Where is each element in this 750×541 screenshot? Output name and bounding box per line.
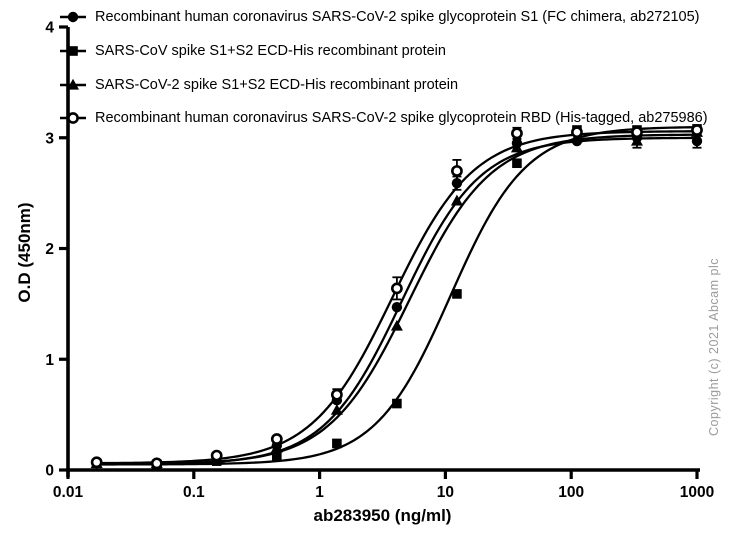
fit-curve-series-0 — [96, 136, 698, 466]
data-point-marker-open-circle — [270, 433, 283, 445]
data-point-marker-triangle — [390, 319, 403, 331]
y-tick-label: 3 — [45, 130, 54, 147]
data-point-marker-open-circle — [631, 126, 643, 139]
data-point-marker-circle — [451, 177, 463, 189]
x-tick-label: 0.1 — [183, 484, 205, 501]
data-point-marker-square — [452, 289, 462, 299]
data-point-marker-triangle — [630, 134, 643, 146]
legend-item-label: SARS-CoV spike S1+S2 ECD-His recombinant… — [95, 43, 446, 59]
circle-open-icon — [60, 112, 86, 124]
data-point-marker-circle — [67, 11, 79, 23]
copyright-watermark: Copyright (c) 2021 Abcam plc — [707, 258, 721, 436]
data-point-marker-triangle — [450, 194, 463, 206]
data-point-marker-open-circle — [210, 449, 223, 462]
data-point-marker-triangle — [510, 141, 523, 153]
data-point-marker-circle — [691, 135, 703, 147]
series-points-3 — [90, 124, 703, 470]
legend-item-label: Recombinant human coronavirus SARS-CoV-2… — [95, 9, 700, 25]
data-point-marker-square — [68, 46, 78, 56]
x-axis-title: ab283950 (ng/ml) — [314, 506, 452, 525]
y-tick-label: 1 — [45, 352, 54, 369]
x-tick-label: 10 — [437, 484, 454, 501]
data-point-marker-square — [392, 398, 402, 409]
series-points-0 — [91, 132, 703, 469]
data-point-marker-circle — [391, 301, 403, 313]
legend-item-1: SARS-CoV spike S1+S2 ECD-His recombinant… — [60, 40, 446, 62]
x-tick-label: 1 — [315, 484, 324, 501]
legend-item-label: SARS-CoV-2 spike S1+S2 ECD-His recombina… — [95, 76, 459, 93]
data-point-marker-square — [512, 158, 522, 169]
data-point-marker-square — [272, 451, 282, 462]
legend-item-3: Recombinant human coronavirus SARS-CoV-2… — [60, 107, 708, 129]
data-point-marker-open-circle — [691, 124, 703, 136]
triangle-filled-icon — [60, 78, 86, 90]
data-point-marker-open-circle — [150, 457, 163, 470]
y-axis-title: O.D (450nm) — [15, 202, 34, 302]
data-point-marker-open-circle — [511, 127, 523, 140]
data-point-marker-open-circle — [90, 456, 103, 469]
y-tick-label: 4 — [45, 20, 54, 37]
circle-filled-icon — [60, 11, 86, 23]
data-point-marker-open-circle — [571, 126, 583, 139]
x-tick-label: 100 — [558, 484, 584, 501]
y-tick-label: 2 — [45, 241, 54, 258]
x-tick-label: 1000 — [680, 484, 714, 501]
data-point-marker-triangle — [330, 403, 343, 415]
data-point-marker-open-circle — [390, 282, 403, 295]
legend-item-0: Recombinant human coronavirus SARS-CoV-2… — [60, 6, 699, 28]
square-filled-icon — [60, 46, 86, 56]
x-tick-label: 0.01 — [53, 484, 84, 501]
legend-item-2: SARS-CoV-2 spike S1+S2 ECD-His recombina… — [60, 74, 458, 96]
data-point-marker-open-circle — [451, 165, 463, 177]
data-point-marker-triangle — [270, 441, 283, 453]
data-point-marker-triangle — [67, 78, 79, 90]
y-tick-label: 0 — [45, 463, 54, 480]
data-point-marker-open-circle — [330, 388, 343, 401]
legend-item-label: Recombinant human coronavirus SARS-CoV-2… — [95, 110, 708, 126]
data-point-marker-square — [332, 438, 342, 449]
data-point-marker-open-circle — [67, 112, 79, 124]
